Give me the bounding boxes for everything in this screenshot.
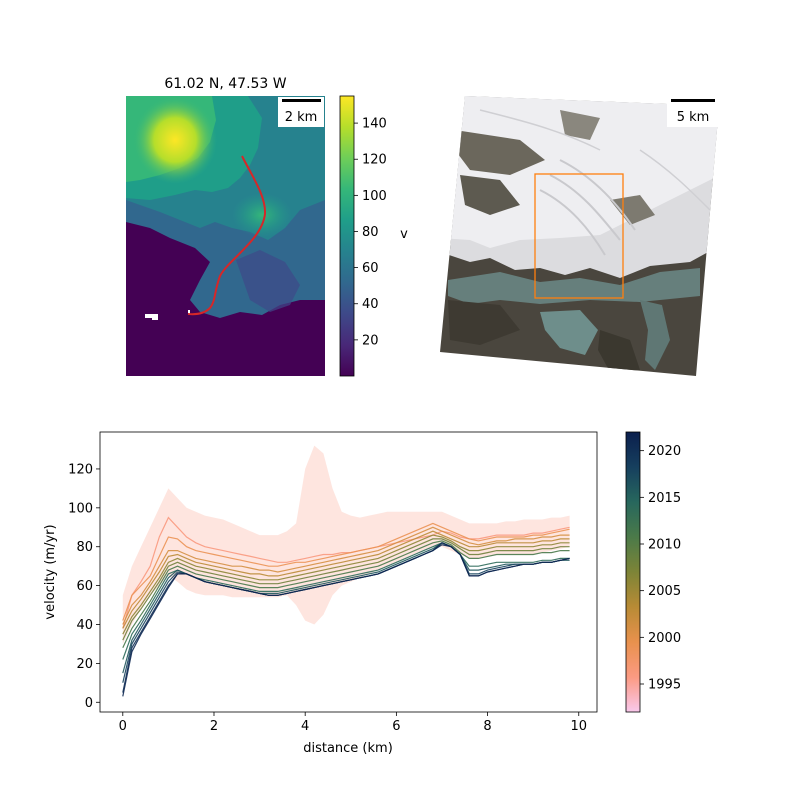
series-line xyxy=(122,544,570,697)
year-colorbar-tick-label: 2020 xyxy=(648,444,681,459)
uncertainty-band xyxy=(122,445,570,644)
velocity-map-title: 61.02 N, 47.53 W xyxy=(164,76,286,92)
y-tick-label: 120 xyxy=(68,462,93,477)
y-tick-label: 100 xyxy=(68,501,93,516)
velocity-colorbar-tick-label: 20 xyxy=(362,333,379,348)
year-colorbar-tick-label: 1995 xyxy=(648,678,681,693)
y-axis-label: velocity (m/yr) xyxy=(43,524,58,619)
profile-line xyxy=(187,155,267,316)
velocity-map-image xyxy=(126,96,325,376)
x-tick-label: 4 xyxy=(301,719,309,734)
velocity-colorbar-tick-label: 120 xyxy=(362,153,387,168)
x-tick-label: 0 xyxy=(119,719,127,734)
velocity-colorbar-tick-label: 100 xyxy=(362,189,387,204)
map-scalebar: 2 km xyxy=(278,97,324,127)
y-tick-label: 0 xyxy=(85,696,93,711)
x-axis-label: distance (km) xyxy=(303,741,393,756)
series-line xyxy=(122,530,570,629)
satellite-scalebar: 5 km xyxy=(667,97,719,127)
map-scalebar-label: 2 km xyxy=(285,110,318,125)
velocity-colorbar-tick-label: 80 xyxy=(362,225,379,240)
velocity-profile-chart: 0 2 4 6 8 10 0 20 40 60 80 100 120 distance (km) ve… xyxy=(43,431,681,756)
uncertainty-band-layer xyxy=(122,445,570,644)
series-layer xyxy=(122,516,570,697)
plot-frame xyxy=(99,431,598,713)
x-axis-ticks: 0 2 4 6 8 10 xyxy=(119,712,587,734)
x-tick-label: 6 xyxy=(392,719,400,734)
series-line xyxy=(122,538,570,641)
y-tick-label: 40 xyxy=(76,618,93,633)
velocity-colorbar: 20 40 60 80 100 120 140 v xyxy=(339,95,408,377)
velocity-colorbar-tick-label: 140 xyxy=(362,117,387,132)
y-axis-ticks: 0 20 40 60 80 100 120 xyxy=(68,462,100,711)
y-tick-label: 60 xyxy=(76,579,93,594)
x-tick-label: 8 xyxy=(483,719,491,734)
satellite-image xyxy=(440,96,719,376)
satellite-inset-box xyxy=(534,173,624,299)
velocity-colorbar-tick-label: 60 xyxy=(362,261,379,276)
year-colorbar-tick-label: 2005 xyxy=(648,584,681,599)
satellite-panel: 5 km xyxy=(440,96,719,376)
satellite-scalebar-label: 5 km xyxy=(677,110,710,125)
series-line xyxy=(122,534,570,635)
y-tick-label: 20 xyxy=(76,657,93,672)
series-line xyxy=(122,522,570,621)
series-line xyxy=(122,516,570,629)
year-colorbar-tick-label: 2010 xyxy=(648,538,681,553)
year-colorbar-tick-label: 2000 xyxy=(648,631,681,646)
series-line xyxy=(122,526,570,625)
velocity-colorbar-tick-label: 40 xyxy=(362,297,379,312)
series-line xyxy=(122,540,570,649)
x-tick-label: 10 xyxy=(570,719,587,734)
x-tick-label: 2 xyxy=(210,719,218,734)
y-tick-label: 80 xyxy=(76,540,93,555)
velocity-map-panel: 61.02 N, 47.53 W 2 km 20 40 60 80 100 120 140 … xyxy=(126,76,408,377)
velocity-colorbar-label: v xyxy=(400,227,408,242)
year-colorbar-tick-label: 2015 xyxy=(648,491,681,506)
year-colorbar: 1995 2000 2005 2010 2015 2020 xyxy=(625,431,681,713)
